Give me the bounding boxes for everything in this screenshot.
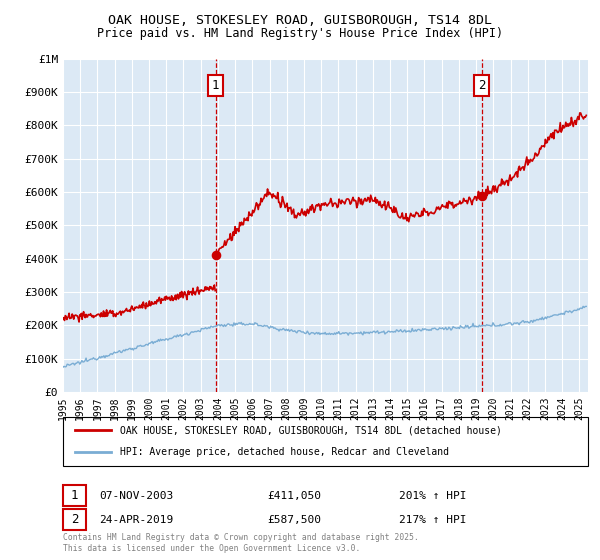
Text: 07-NOV-2003: 07-NOV-2003 — [99, 491, 173, 501]
Text: Contains HM Land Registry data © Crown copyright and database right 2025.
This d: Contains HM Land Registry data © Crown c… — [63, 533, 419, 553]
Text: 1: 1 — [212, 79, 219, 92]
Text: £587,500: £587,500 — [267, 515, 321, 525]
Text: 24-APR-2019: 24-APR-2019 — [99, 515, 173, 525]
Point — [477, 192, 487, 200]
Text: Price paid vs. HM Land Registry's House Price Index (HPI): Price paid vs. HM Land Registry's House … — [97, 27, 503, 40]
Text: 217% ↑ HPI: 217% ↑ HPI — [399, 515, 467, 525]
Text: 201% ↑ HPI: 201% ↑ HPI — [399, 491, 467, 501]
Text: £411,050: £411,050 — [267, 491, 321, 501]
Text: HPI: Average price, detached house, Redcar and Cleveland: HPI: Average price, detached house, Redc… — [120, 447, 449, 457]
Text: 1: 1 — [71, 489, 78, 502]
Text: 2: 2 — [71, 513, 78, 526]
Text: OAK HOUSE, STOKESLEY ROAD, GUISBOROUGH, TS14 8DL: OAK HOUSE, STOKESLEY ROAD, GUISBOROUGH, … — [108, 14, 492, 27]
Text: 2: 2 — [478, 79, 485, 92]
Text: OAK HOUSE, STOKESLEY ROAD, GUISBOROUGH, TS14 8DL (detached house): OAK HOUSE, STOKESLEY ROAD, GUISBOROUGH, … — [120, 426, 502, 436]
Point — [211, 250, 220, 259]
